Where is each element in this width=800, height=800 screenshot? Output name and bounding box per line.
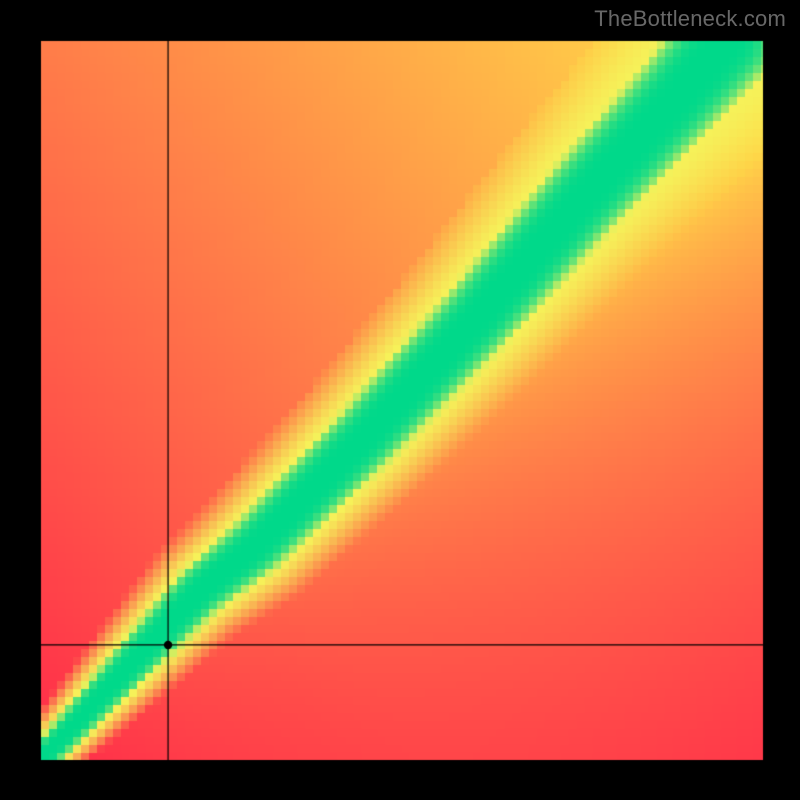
attribution-text: TheBottleneck.com xyxy=(594,6,786,32)
chart-stage: TheBottleneck.com xyxy=(0,0,800,800)
heatmap-canvas xyxy=(0,0,800,800)
